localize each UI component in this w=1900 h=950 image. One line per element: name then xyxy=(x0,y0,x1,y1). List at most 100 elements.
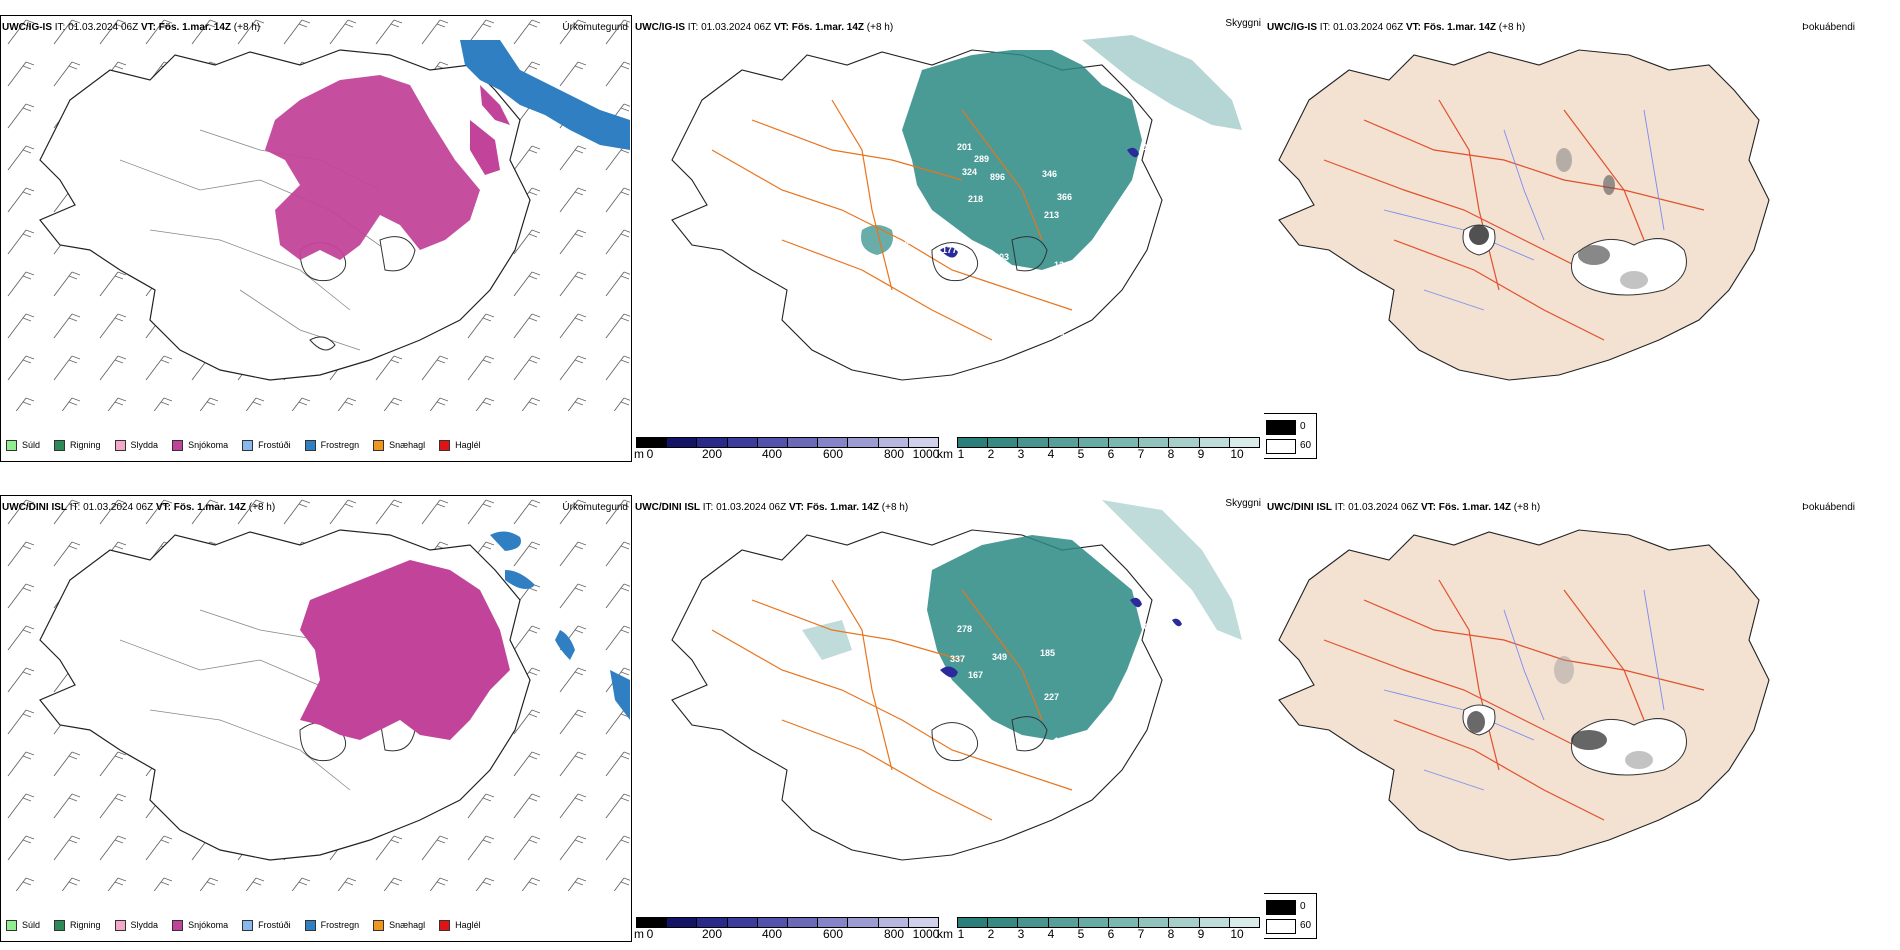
model-header: UWC/IG-IS IT: 01.03.2024 06Z VT: Fös. 1.… xyxy=(2,22,261,33)
visibility-low-area xyxy=(902,50,1142,270)
colorbar-tick: 400 xyxy=(761,927,783,941)
colorbar-tick: 5 xyxy=(1077,927,1085,941)
legend-swatch xyxy=(6,919,17,931)
legend-item-snjokoma: Snjókoma xyxy=(172,439,228,451)
colorbar-tick: 2 xyxy=(987,447,995,461)
colorbar-cell xyxy=(1229,438,1260,447)
legend-swatch xyxy=(172,439,184,451)
colorbar-cell xyxy=(988,918,1019,927)
colorbar-tick: 9 xyxy=(1197,927,1205,941)
visibility-label: 04 xyxy=(1142,142,1152,152)
colorbar-tick: 400 xyxy=(761,447,783,461)
colorbar-cell xyxy=(988,438,1019,447)
colorbar-tick: 10 xyxy=(1230,447,1244,461)
colorbar-cell xyxy=(667,438,698,447)
fog-area xyxy=(1469,225,1489,245)
colorbar-tick: 200 xyxy=(701,447,723,461)
legend-item-frostudi: Frostúði xyxy=(242,919,291,931)
legend-swatch xyxy=(114,919,126,931)
visibility-label: 227 xyxy=(1044,692,1059,702)
colorbar-cell xyxy=(637,438,668,447)
visibility-low-area xyxy=(861,225,893,255)
visibility-label: 201 xyxy=(957,142,972,152)
legend-item-snaehagl: Snæhagl xyxy=(373,919,425,931)
visibility-panel-row2: 278 337 349 167 185 227 08 12 398 13 469… xyxy=(632,490,1264,950)
freezing-rain-area xyxy=(460,40,630,150)
fog-key-swatch xyxy=(1266,900,1296,915)
colorbar-tick: 3 xyxy=(1017,447,1025,461)
colorbar-cell xyxy=(1048,918,1079,927)
legend-swatch xyxy=(439,919,451,931)
legend-item-frostregn: Frostregn xyxy=(304,439,359,451)
colorbar-cell xyxy=(1169,438,1200,447)
colorbar-tick: 600 xyxy=(822,927,844,941)
colorbar-tick: 1000 xyxy=(912,927,940,941)
legend-swatch xyxy=(172,919,184,931)
snow-area xyxy=(470,120,500,175)
panel-title: Þokuábendi xyxy=(1802,22,1855,33)
visibility-label: 346 xyxy=(1042,169,1057,179)
legend-swatch xyxy=(373,919,385,931)
visibility-label: 366 xyxy=(1057,192,1072,202)
fog-key-label: 60 xyxy=(1300,440,1312,451)
colorbar-cell xyxy=(848,438,879,447)
fog-key-label: 60 xyxy=(1300,920,1312,931)
precip-panel-row2: UWC/DINI ISL IT: 01.03.2024 06Z VT: Fös.… xyxy=(0,490,632,950)
colorbar-cell xyxy=(818,918,849,927)
legend-item-haglel: Haglél xyxy=(439,439,481,451)
roads-lines xyxy=(119,129,401,351)
colorbar-cell xyxy=(1018,918,1049,927)
elevation-colorbar: m 0 200 400 600 800 1000 xyxy=(634,917,939,941)
visibility-panel-row1: 201 289 324 896 218 346 366 213 04 270 1… xyxy=(632,10,1264,465)
visibility-label: 218 xyxy=(968,194,983,204)
visibility-low-area xyxy=(927,535,1142,740)
visibility-label: 188 xyxy=(894,240,909,250)
colorbar-cell xyxy=(788,438,819,447)
panel-title: Úrkomutegund xyxy=(562,22,628,33)
visibility-label: 337 xyxy=(950,654,965,664)
legend-item-snjokoma: Snjókoma xyxy=(172,919,228,931)
colorbar-cells xyxy=(957,917,1260,928)
legend-swatch xyxy=(242,919,254,931)
visibility-map-svg: 278 337 349 167 185 227 08 12 398 13 469… xyxy=(671,500,1242,861)
fog-area xyxy=(1554,656,1574,684)
legend-swatch xyxy=(54,439,66,451)
iceland-land xyxy=(1278,529,1770,861)
colorbar-cell xyxy=(848,918,879,927)
visibility-low-area xyxy=(1082,35,1242,130)
colorbar-cell xyxy=(1078,918,1110,927)
model-header: UWC/IG-IS IT: 01.03.2024 06Z VT: Fös. 1.… xyxy=(1267,22,1526,33)
colorbar-cell xyxy=(637,918,668,927)
snow-area xyxy=(480,85,510,125)
legend-item-sudl: Súld xyxy=(6,919,40,931)
panel-title: Skyggni xyxy=(1225,18,1261,29)
visibility-label: 324 xyxy=(962,167,977,177)
visibility-label: 270 xyxy=(1180,162,1195,172)
colorbar-cell xyxy=(1229,918,1260,927)
visibility-label: 187 xyxy=(1114,260,1129,270)
colorbar-tick: 1 xyxy=(957,927,965,941)
colorbar-cell xyxy=(878,438,909,447)
iceland-land xyxy=(1278,49,1770,381)
freezing-rain-area xyxy=(490,531,630,720)
colorbar-cells xyxy=(636,437,939,448)
colorbar-unit: km xyxy=(937,447,953,461)
legend-item-rigning: Rigning xyxy=(54,439,101,451)
visibility-label: 177 xyxy=(942,245,957,255)
colorbar-cell xyxy=(1109,438,1140,447)
fog-key-label: 0 xyxy=(1300,901,1306,912)
snow-area xyxy=(265,75,480,260)
colorbar-cell xyxy=(727,918,758,927)
glaciers xyxy=(931,236,1048,282)
colorbar-tick: 600 xyxy=(822,447,844,461)
legend-item-slydda: Slydda xyxy=(114,919,158,931)
snow-area xyxy=(300,560,510,740)
fog-key: 0 60 xyxy=(1264,413,1317,459)
visibility-colorbar: km 1 2 3 4 5 6 7 8 9 10 xyxy=(937,437,1260,461)
colorbar-cell xyxy=(958,438,989,447)
fog-area xyxy=(1620,271,1648,289)
colorbar-cells xyxy=(957,437,1260,448)
colorbar-cell xyxy=(667,918,698,927)
colorbar-cell xyxy=(1199,918,1230,927)
colorbar-cell xyxy=(908,918,939,927)
